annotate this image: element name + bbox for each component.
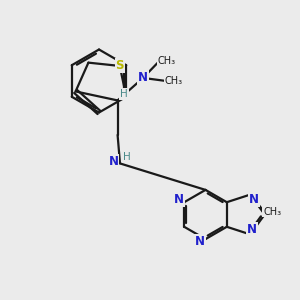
Text: S: S	[116, 59, 124, 72]
Text: CH₃: CH₃	[165, 76, 183, 86]
Text: N: N	[108, 155, 118, 168]
Text: N: N	[174, 193, 184, 206]
Text: N: N	[195, 235, 205, 248]
Text: CH₃: CH₃	[158, 56, 175, 66]
Text: N: N	[249, 193, 259, 206]
Text: N: N	[138, 71, 148, 84]
Text: CH₃: CH₃	[263, 207, 281, 217]
Text: H: H	[123, 152, 130, 162]
Text: H: H	[120, 89, 128, 99]
Text: N: N	[247, 224, 257, 236]
